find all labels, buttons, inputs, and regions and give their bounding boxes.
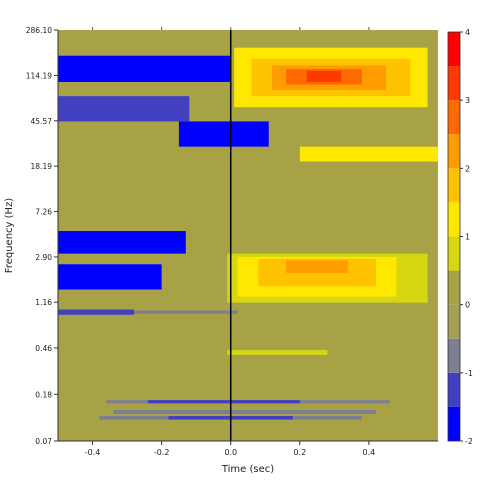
colorbar-tick-label: 0	[465, 301, 470, 310]
colorbar-bin	[448, 304, 460, 339]
y-tick-label: 0.18	[35, 390, 52, 399]
heatmap-region	[58, 96, 190, 122]
colorbar-bin	[448, 100, 460, 135]
colorbar-tick-label: -1	[465, 369, 473, 378]
x-tick-label: -0.4	[85, 448, 101, 457]
x-tick-label: 0.2	[293, 448, 306, 457]
y-tick-label: 0.46	[35, 344, 52, 353]
axes: -0.4 -0.2 0.0 0.2 0.4 0.07 0.18 0.46 1.16 2.90 7.2…	[26, 26, 438, 457]
heatmap-region	[306, 70, 342, 82]
colorbar-bin	[448, 202, 460, 237]
colorbar-bin	[448, 270, 460, 305]
x-tick-label: 0.0	[224, 448, 237, 457]
plot-area	[58, 30, 438, 441]
y-tick-label: 1.16	[35, 298, 52, 307]
colorbar-bin	[448, 406, 460, 441]
x-axis-label: Time (sec)	[221, 464, 274, 475]
colorbar-bin	[448, 134, 460, 169]
colorbar-bin	[448, 338, 460, 373]
heatmap-region	[58, 243, 138, 251]
heatmap-region	[299, 146, 438, 162]
heatmap-region	[58, 309, 134, 315]
y-tick-label: 286.10	[26, 26, 52, 35]
heatmap-region	[227, 350, 328, 355]
colorbar-bin	[448, 32, 460, 67]
heatmap-region	[147, 400, 300, 404]
y-axis-label: Frequency (Hz)	[4, 198, 15, 274]
colorbar-tick-label: 2	[465, 164, 470, 173]
heatmap-region	[58, 55, 231, 82]
x-tick-label: 0.4	[363, 448, 376, 457]
colorbar-tick-label: 4	[465, 28, 470, 37]
colorbar-bin	[448, 372, 460, 407]
colorbar-bin	[448, 66, 460, 101]
y-tick-label: 114.19	[26, 71, 52, 80]
y-tick-label: 18.19	[31, 162, 53, 171]
heatmap-region	[178, 121, 269, 147]
heatmap-region	[58, 270, 107, 281]
x-tick-label: -0.2	[154, 448, 170, 457]
heatmap-region	[286, 260, 349, 273]
y-tick-label: 45.57	[31, 117, 53, 126]
heatmap-region	[113, 410, 376, 414]
colorbar-bin	[448, 236, 460, 271]
colorbar-tick-label: -2	[465, 437, 473, 446]
y-tick-label: 7.26	[35, 208, 52, 217]
colorbar-tick-label: 3	[465, 96, 470, 105]
colorbar-tick-label: 1	[465, 233, 470, 242]
colorbar-bin	[448, 168, 460, 203]
y-tick-label: 0.07	[35, 437, 52, 446]
y-tick-label: 2.90	[35, 253, 52, 262]
heatmap-region	[134, 310, 238, 314]
colorbar: -2 -1 0 1 2 3 4	[447, 28, 473, 446]
